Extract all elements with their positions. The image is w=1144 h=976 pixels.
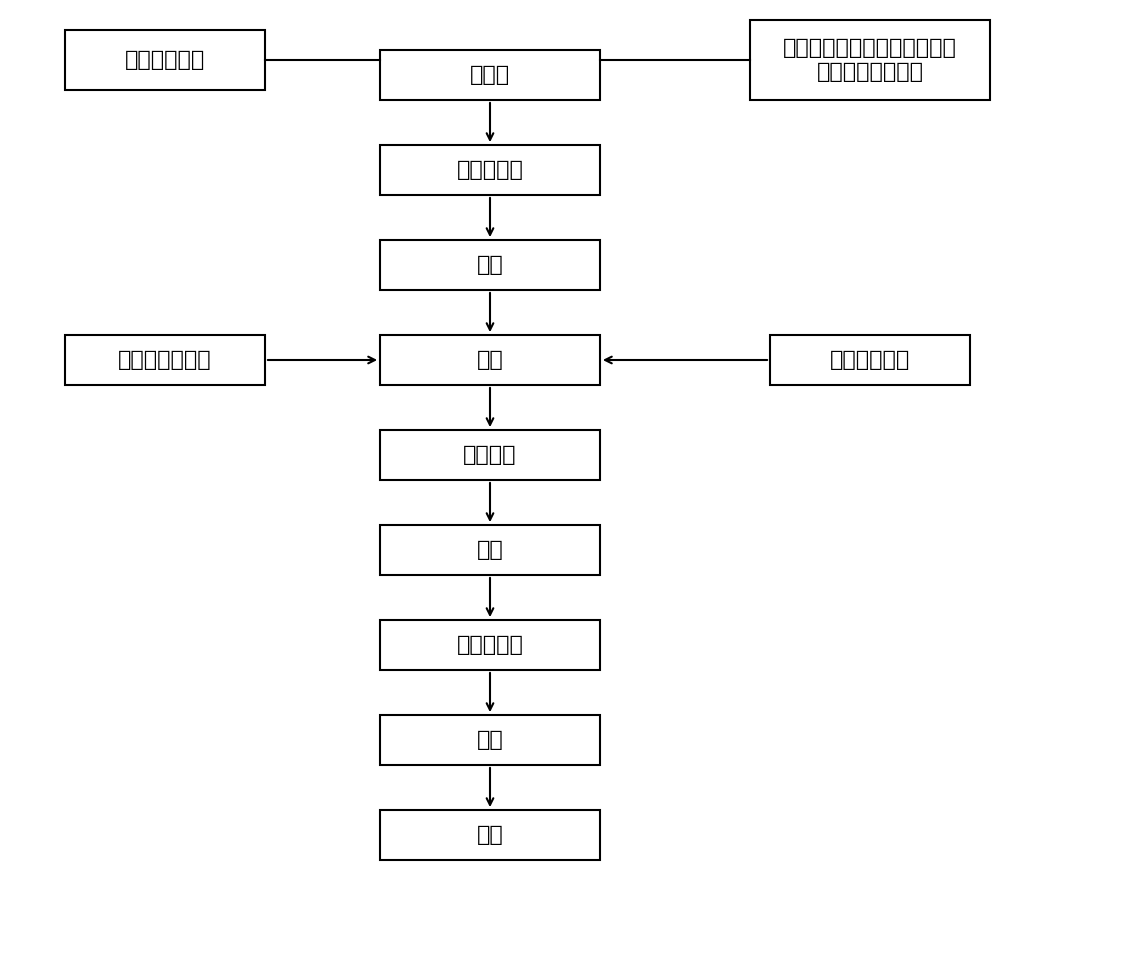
Bar — [380, 335, 599, 385]
Bar — [65, 30, 265, 90]
Text: 粉碎: 粉碎 — [477, 255, 503, 275]
Text: 共沉淠: 共沉淠 — [470, 65, 510, 85]
Bar — [65, 335, 265, 385]
Bar — [380, 430, 599, 480]
Bar — [750, 20, 990, 100]
Text: 氯氧化锦溶液: 氯氧化锦溶液 — [125, 50, 205, 70]
Text: 含氟多组矿化剂: 含氟多组矿化剂 — [118, 350, 212, 370]
Bar — [770, 335, 970, 385]
Bar — [380, 50, 599, 100]
Bar — [380, 525, 599, 575]
Text: 球磨: 球磨 — [477, 540, 503, 560]
Text: 粉体: 粉体 — [477, 350, 503, 370]
Bar — [380, 145, 599, 195]
Text: 酸、碱处理: 酸、碱处理 — [456, 635, 524, 655]
Text: 密封锻烧: 密封锻烧 — [463, 445, 517, 465]
Bar — [380, 715, 599, 765]
Bar — [380, 620, 599, 670]
Text: 高活性白炭黑: 高活性白炭黑 — [829, 350, 911, 370]
Text: 干燥: 干燥 — [477, 730, 503, 750]
Bar — [380, 810, 599, 860]
Text: 色基组成成分的可溶性盐溶液
及掘杂粒子的引入: 色基组成成分的可溶性盐溶液 及掘杂粒子的引入 — [782, 38, 956, 82]
Text: 清洗、干燥: 清洗、干燥 — [456, 160, 524, 180]
Bar — [380, 240, 599, 290]
Text: 成品: 成品 — [477, 825, 503, 845]
